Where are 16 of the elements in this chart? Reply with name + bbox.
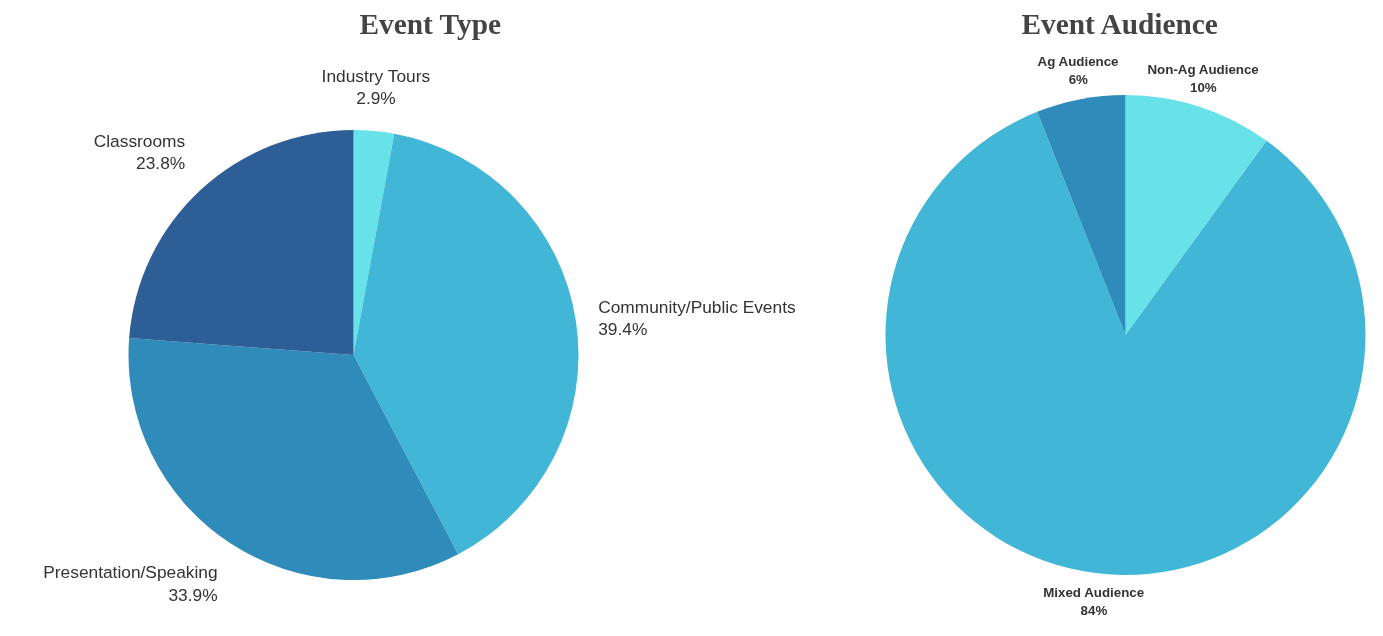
slice-label: Community/Public Events [598,296,796,317]
slice-label: Ag Audience [1037,54,1119,70]
slice-label: Mixed Audience [1043,585,1145,601]
slice-label: Industry Tours [321,65,431,86]
data-label: 39.4% [598,319,648,340]
data-label: 10% [1190,79,1217,95]
data-label: 84% [1080,603,1108,619]
chart-title: Event Type [359,7,501,40]
slice-label: Presentation/Speaking [43,562,218,583]
data-label: 23.8% [136,153,186,174]
slice-label: Classrooms [93,130,186,151]
data-label: 33.9% [168,584,218,605]
slice-label: Non-Ag Audience [1147,61,1259,77]
data-label: 6% [1068,72,1089,88]
data-label: 2.9% [356,88,396,109]
chart-title: Event Audience [1021,7,1218,40]
